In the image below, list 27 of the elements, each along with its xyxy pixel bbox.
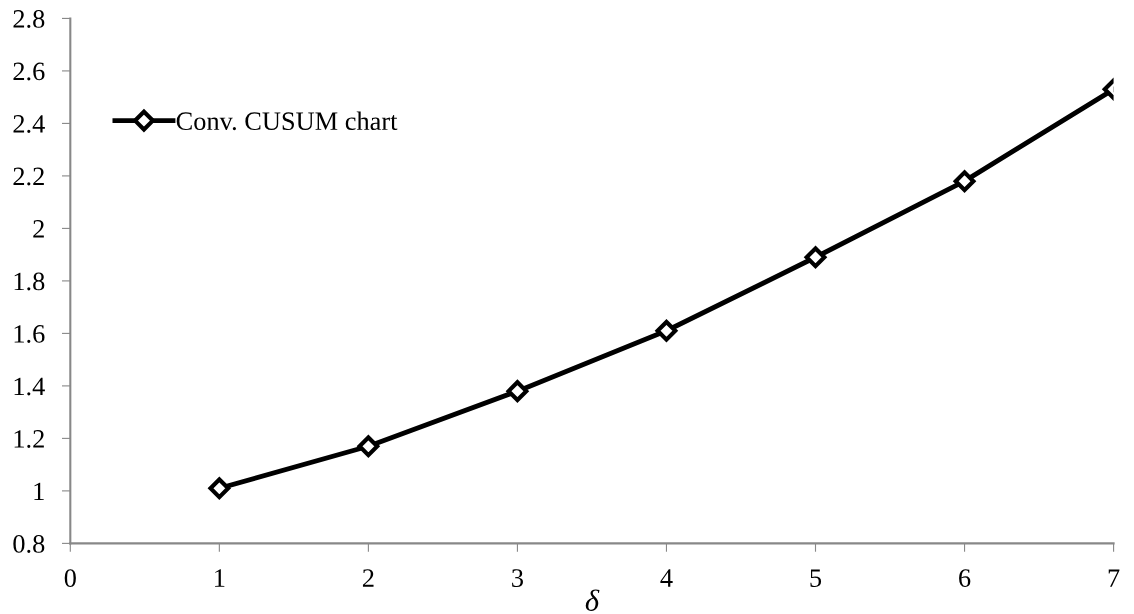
x-tick-label: 4 — [660, 569, 673, 587]
y-tick-label: 1.4 — [14, 377, 45, 396]
y-tick-label: 0.8 — [13, 535, 45, 553]
point — [208, 477, 231, 500]
x-tick-label: 7 — [1108, 569, 1120, 587]
x-tick-label: 2 — [362, 569, 374, 587]
x-tick-label: 3 — [512, 569, 523, 587]
y-tick-label: 1.6 — [14, 325, 45, 343]
point — [655, 319, 678, 342]
x-tick-label: 6 — [959, 569, 971, 587]
y-tick-label: 2.4 — [13, 115, 45, 133]
point — [804, 246, 827, 269]
y-tick-label: 1 — [34, 482, 44, 501]
y-tick-label: 2.6 — [13, 62, 45, 81]
x-tick-label: 5 — [810, 569, 822, 587]
x-tick-label: 0 — [64, 569, 76, 587]
y-tick-label: 2.8 — [13, 10, 45, 28]
x-axis-title: δ — [585, 589, 600, 612]
y-tick-label: 2.2 — [13, 167, 44, 186]
point — [357, 435, 380, 458]
y-tick-label: 1.2 — [14, 430, 44, 448]
y-tick-label: 1.8 — [14, 272, 45, 291]
legend-label: Conv. CUSUM chart — [176, 111, 398, 131]
point — [953, 170, 976, 193]
y-tick-label: 2 — [33, 220, 44, 238]
point — [506, 380, 529, 403]
x-tick-label: 1 — [215, 569, 225, 587]
